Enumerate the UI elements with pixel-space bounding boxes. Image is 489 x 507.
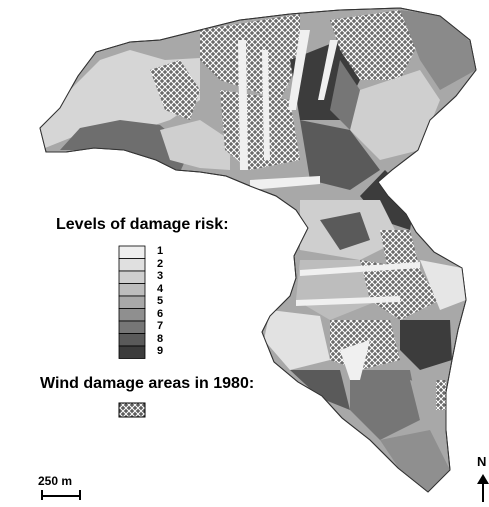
scale-bar-label: 250 m <box>38 474 73 488</box>
legend-label-2: 2 <box>157 257 164 270</box>
legend-title: Levels of damage risk: <box>56 216 229 233</box>
legend-label-3: 3 <box>157 270 164 282</box>
legend-swatch-1 <box>118 245 146 259</box>
scale-bar <box>41 490 81 500</box>
wind-damage-title: Wind damage areas in 1980: <box>40 375 255 392</box>
legend-swatch-6 <box>118 308 146 322</box>
legend-swatch-4 <box>118 283 146 297</box>
legend-label-8: 8 <box>157 332 164 345</box>
legend-label-1: 1 <box>157 245 164 257</box>
legend-label-4: 4 <box>157 282 164 295</box>
legend-swatch-9 <box>118 345 146 359</box>
legend-label-9: 9 <box>157 345 164 357</box>
wind-damage-swatch <box>118 402 146 418</box>
legend-label-7: 7 <box>157 320 164 332</box>
legend-swatches <box>118 245 146 359</box>
north-label: N <box>477 454 487 469</box>
legend-swatch-8 <box>118 333 146 347</box>
legend-swatch-5 <box>118 295 146 309</box>
legend-label-5: 5 <box>157 295 164 307</box>
north-arrow-icon <box>477 474 489 502</box>
legend-swatch-7 <box>118 320 146 334</box>
legend-label-6: 6 <box>157 307 164 320</box>
legend-swatch-3 <box>118 270 146 284</box>
study-area-map <box>39 7 477 493</box>
legend-swatch-2 <box>118 258 146 272</box>
